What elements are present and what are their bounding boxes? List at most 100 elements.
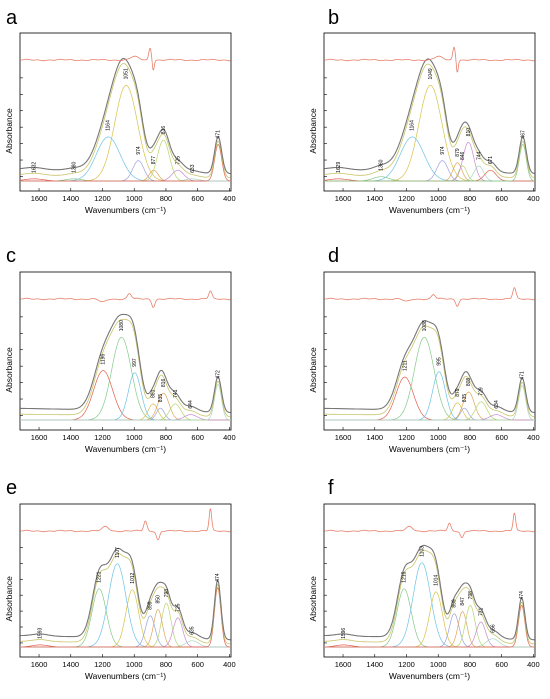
peak-label: 816 — [161, 126, 167, 135]
y-axis-label: Absorbance — [308, 347, 318, 393]
component-band — [20, 144, 231, 182]
component-band — [324, 336, 535, 421]
panel-letter: c — [6, 245, 16, 267]
component-band — [20, 372, 231, 421]
component-band — [20, 384, 231, 421]
peak-label: 899 — [148, 601, 154, 610]
peak-label: 850 — [156, 595, 162, 604]
x-tick-label: 1400 — [366, 660, 383, 669]
peak-label: 656 — [490, 624, 496, 633]
x-tick-label: 400 — [527, 660, 540, 669]
component-band — [324, 385, 535, 421]
component-band — [20, 136, 231, 182]
component-band — [324, 165, 535, 182]
peak-label: 741 — [173, 389, 179, 398]
component-band — [20, 336, 231, 421]
peak-label: 725 — [175, 603, 181, 612]
peak-label: 798 — [468, 591, 474, 600]
peak-label: 729 — [479, 387, 485, 396]
x-tick-label: 400 — [223, 433, 236, 442]
peak-label: 1103 — [419, 546, 425, 557]
fit-sum-curve — [20, 552, 231, 645]
x-tick-label: 1200 — [398, 660, 415, 669]
residual-curve — [324, 287, 535, 307]
peak-label: 995 — [436, 357, 442, 366]
peak-label: 744 — [476, 151, 482, 160]
peak-label: 1211 — [402, 360, 408, 371]
residual-curve — [324, 512, 535, 539]
x-tick-label: 1600 — [335, 433, 352, 442]
plot-frame — [19, 271, 232, 431]
x-axis-label: Wavenumbers (cm⁻¹) — [389, 205, 470, 215]
peak-label: 1080 — [119, 320, 125, 331]
peak-label: 474 — [215, 573, 221, 582]
peak-label: 472 — [216, 370, 222, 379]
panel-letter: a — [6, 7, 18, 29]
fit-sum-curve — [324, 325, 535, 418]
peak-label: 1221 — [97, 571, 103, 582]
component-band — [324, 604, 535, 648]
component-band — [20, 615, 231, 648]
peak-label: 731 — [478, 607, 484, 616]
peak-label: 835 — [462, 394, 468, 403]
y-axis-label: Absorbance — [308, 576, 318, 622]
x-tick-label: 1400 — [62, 433, 79, 442]
x-tick-label: 1600 — [335, 660, 352, 669]
x-axis-label: Wavenumbers (cm⁻¹) — [85, 444, 166, 454]
x-tick-label: 800 — [160, 194, 173, 203]
peak-label: 1596 — [341, 628, 347, 639]
plot-frame — [323, 32, 536, 192]
peak-label: 471 — [216, 130, 222, 139]
x-tick-label: 1400 — [62, 660, 79, 669]
component-band — [324, 613, 535, 648]
plot-frame — [19, 32, 232, 192]
panel-d: d 1600 1400 1200 1000 800 600 400 Wavenumbers (c… — [308, 245, 540, 454]
x-axis-label: Wavenumbers (cm⁻¹) — [85, 671, 166, 681]
x-tick-label: 1000 — [126, 660, 143, 669]
component-band — [324, 621, 535, 648]
peak-label: 974 — [136, 146, 142, 155]
x-tick-label: 600 — [191, 194, 204, 203]
peak-label: 634 — [494, 400, 500, 409]
peak-label: 1049 — [428, 68, 434, 79]
peak-label: 1088 — [422, 320, 428, 331]
peak-label: 816 — [161, 379, 167, 388]
residual-curve — [20, 47, 231, 71]
peak-label: 846 — [460, 151, 466, 160]
component-band — [20, 370, 231, 421]
panel-a: a 1600 1400 1200 1000 800 600 400 Wavenumbers (c… — [4, 7, 236, 215]
peak-label: 474 — [519, 591, 525, 600]
component-band — [324, 407, 535, 421]
component-band — [20, 588, 231, 648]
peak-label: 1380 — [71, 162, 77, 173]
x-tick-label: 1200 — [398, 433, 415, 442]
residual-curve — [20, 290, 231, 308]
peak-label: 1593 — [38, 628, 44, 639]
component-band — [324, 85, 535, 182]
component-band — [20, 392, 231, 421]
peak-label: 899 — [452, 599, 458, 608]
x-tick-label: 400 — [527, 194, 540, 203]
peak-label: 879 — [455, 388, 461, 397]
component-band — [324, 165, 535, 182]
measured-spectrum — [324, 544, 535, 641]
measured-spectrum — [20, 313, 231, 414]
x-tick-label: 1000 — [430, 194, 447, 203]
y-axis-label: Absorbance — [4, 347, 14, 393]
peak-label: 997 — [132, 358, 138, 367]
fit-sum-curve — [324, 63, 535, 179]
plot-frame — [323, 271, 536, 431]
panel-f: f 1600 1400 1200 1000 800 600 400 Wavenumbers (c… — [308, 477, 540, 681]
peak-label: 1632 — [31, 162, 37, 173]
component-band — [324, 160, 535, 182]
peak-label: 1215 — [402, 571, 408, 582]
panel-letter: f — [328, 477, 334, 499]
peak-label: 635 — [190, 626, 196, 635]
peak-label: 1164 — [410, 120, 416, 131]
residual-curve — [324, 46, 535, 73]
x-tick-label: 600 — [495, 433, 508, 442]
component-band — [324, 588, 535, 648]
x-tick-label: 600 — [191, 433, 204, 442]
component-band — [324, 144, 535, 182]
fit-sum-curve — [20, 319, 231, 418]
